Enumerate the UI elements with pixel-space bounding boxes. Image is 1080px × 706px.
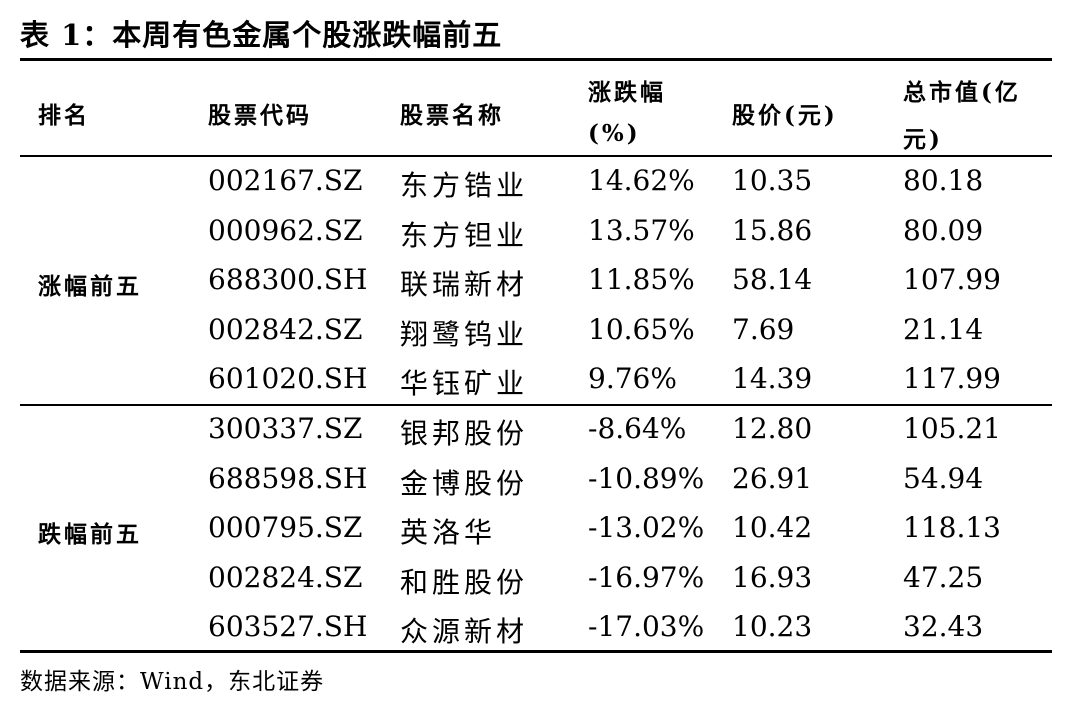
header-rank: 排名 xyxy=(38,102,90,129)
cell-change: -16.97% xyxy=(588,560,705,594)
header-name: 股票名称 xyxy=(400,102,504,129)
cell-price: 15.86 xyxy=(732,213,813,247)
cell-code: 000795.SZ xyxy=(208,511,363,545)
cell-change: -10.89% xyxy=(588,461,705,495)
cell-price: 58.14 xyxy=(732,263,813,297)
group-divider-rule xyxy=(20,404,1052,406)
cell-market-cap: 80.09 xyxy=(903,213,984,247)
cell-change: 9.76% xyxy=(588,362,677,396)
cell-market-cap: 32.43 xyxy=(903,610,984,644)
header-market-cap-unit: 元) xyxy=(903,126,943,153)
group-label-gainers: 涨幅前五 xyxy=(38,273,142,300)
cell-name: 众源新材 xyxy=(400,615,529,649)
cell-code: 002824.SZ xyxy=(208,560,363,594)
cell-market-cap: 107.99 xyxy=(903,263,1001,297)
cell-change: 14.62% xyxy=(588,164,695,197)
cell-change: -8.64% xyxy=(588,412,687,445)
cell-name: 东方钽业 xyxy=(400,218,529,252)
cell-name: 银邦股份 xyxy=(400,417,529,450)
cell-price: 12.80 xyxy=(732,412,813,445)
cell-code: 688598.SH xyxy=(208,461,368,495)
cell-code: 002842.SZ xyxy=(208,312,363,346)
cell-market-cap: 117.99 xyxy=(903,362,1001,396)
cell-name: 英洛华 xyxy=(400,516,497,550)
cell-change: 13.57% xyxy=(588,213,695,247)
cell-change: 11.85% xyxy=(588,263,695,297)
cell-code: 000962.SZ xyxy=(208,213,363,247)
header-change-unit: (%) xyxy=(588,120,641,147)
cell-code: 601020.SH xyxy=(208,362,368,396)
table-top-rule xyxy=(20,58,1052,61)
cell-market-cap: 47.25 xyxy=(903,560,984,594)
cell-price: 10.35 xyxy=(732,164,813,197)
cell-price: 10.42 xyxy=(732,511,813,545)
cell-market-cap: 80.18 xyxy=(903,164,984,197)
cell-code: 603527.SH xyxy=(208,610,368,644)
table-bottom-rule xyxy=(20,650,1052,653)
group-label-losers: 跌幅前五 xyxy=(38,521,142,548)
cell-price: 7.69 xyxy=(732,312,795,346)
header-rule xyxy=(20,155,1052,157)
cell-price: 10.23 xyxy=(732,610,813,644)
cell-market-cap: 105.21 xyxy=(903,412,1001,445)
header-market-cap: 总市值(亿 xyxy=(903,79,1021,106)
cell-price: 14.39 xyxy=(732,362,813,396)
cell-code: 002167.SZ xyxy=(208,164,363,197)
cell-change: -13.02% xyxy=(588,511,705,545)
cell-code: 300337.SZ xyxy=(208,412,363,445)
cell-change: -17.03% xyxy=(588,610,705,644)
header-price: 股价(元) xyxy=(732,102,838,129)
cell-code: 688300.SH xyxy=(208,263,368,297)
cell-name: 联瑞新材 xyxy=(400,268,529,302)
cell-change: 10.65% xyxy=(588,312,695,346)
header-change: 涨跌幅 xyxy=(588,79,666,106)
source-note: 数据来源：Wind，东北证券 xyxy=(20,669,325,695)
header-code: 股票代码 xyxy=(208,102,312,129)
cell-name: 东方锆业 xyxy=(400,169,529,202)
cell-name: 华钰矿业 xyxy=(400,367,529,401)
cell-name: 翔鹭钨业 xyxy=(400,317,529,351)
table-title: 表 1：本周有色金属个股涨跌幅前五 xyxy=(20,18,503,52)
cell-name: 和胜股份 xyxy=(400,565,529,599)
cell-price: 16.93 xyxy=(732,560,813,594)
cell-price: 26.91 xyxy=(732,461,813,495)
cell-market-cap: 21.14 xyxy=(903,312,984,346)
cell-name: 金博股份 xyxy=(400,466,529,500)
cell-market-cap: 118.13 xyxy=(903,511,1001,545)
cell-market-cap: 54.94 xyxy=(903,461,984,495)
